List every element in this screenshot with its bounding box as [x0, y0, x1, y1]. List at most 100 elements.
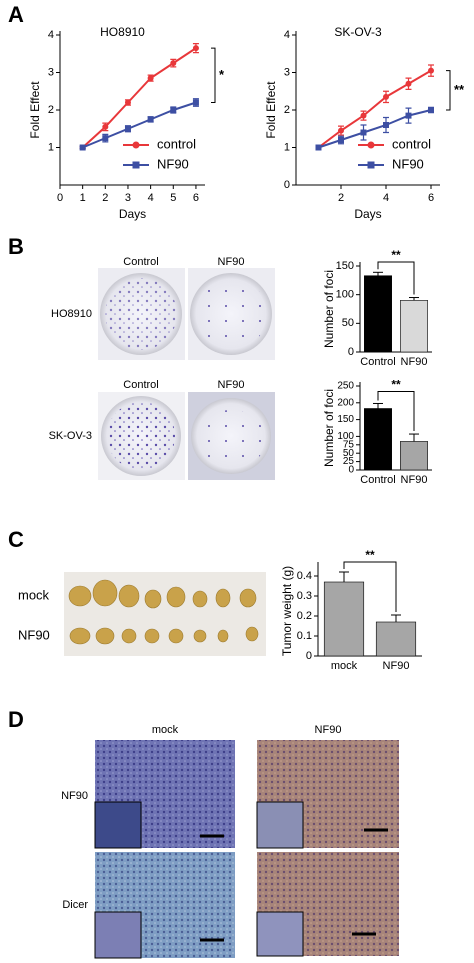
y-tick-label: 0.1: [297, 630, 312, 642]
point: [102, 123, 109, 130]
y-tick-label: 2: [48, 104, 54, 116]
chart-title: SK-OV-3: [334, 25, 382, 39]
point: [124, 99, 131, 106]
y-tick-label: 50: [342, 317, 354, 329]
x-tick-label: NF90: [401, 356, 428, 368]
y-tick-label: 75: [343, 439, 355, 450]
bar: [400, 300, 428, 353]
photo-row-label: NF90: [61, 790, 88, 802]
photo-row-label: SK-OV-3: [49, 430, 92, 442]
legend-marker: [367, 141, 375, 149]
legend-label: NF90: [157, 156, 189, 171]
legend-marker: [132, 141, 140, 149]
significance-label: **: [391, 248, 401, 262]
y-tick-label: 0.4: [297, 570, 312, 582]
panel-label: B: [8, 234, 24, 259]
photo-column-label: mock: [152, 724, 179, 736]
point: [360, 112, 367, 119]
y-tick-label: 3: [284, 66, 290, 78]
series-line: [317, 69, 432, 149]
point: [192, 99, 199, 106]
point: [102, 135, 109, 142]
x-tick-label: NF90: [383, 660, 410, 672]
panel-label: C: [8, 527, 24, 552]
chart-title: HO8910: [100, 25, 145, 39]
x-tick-label: 4: [148, 192, 154, 204]
photo-column-label: NF90: [218, 256, 245, 268]
panel-label: A: [8, 2, 24, 27]
y-tick-label: 0: [306, 650, 312, 662]
y-tick-label: 4: [284, 29, 290, 41]
y-tick-label: 0: [348, 346, 354, 358]
significance-bracket: [446, 70, 451, 111]
photo-column-label: Control: [123, 379, 158, 391]
point: [124, 125, 131, 132]
x-tick-label: 5: [170, 192, 176, 204]
series-line: [82, 101, 197, 149]
tumor-photo: [64, 572, 266, 656]
photo-column-label: NF90: [315, 724, 342, 736]
point: [338, 127, 344, 134]
point: [405, 80, 412, 87]
bar: [400, 441, 428, 471]
bar: [364, 275, 392, 353]
x-tick-label: 6: [193, 192, 199, 204]
y-tick-label: 25: [343, 456, 355, 467]
significance-label: **: [391, 378, 401, 392]
x-axis-label: Days: [354, 207, 381, 221]
point: [192, 45, 199, 52]
x-tick-label: Control: [360, 356, 395, 368]
point: [428, 107, 434, 113]
y-axis-label: Number of foci: [322, 270, 336, 348]
y-tick-label: 1: [48, 141, 54, 153]
y-tick-label: 200: [337, 397, 354, 408]
colony-photos: [98, 268, 275, 480]
point: [405, 112, 412, 119]
significance-label: **: [454, 82, 465, 97]
y-tick-label: 100: [336, 289, 354, 301]
significance-label: **: [365, 548, 375, 562]
significance-bracket: [377, 261, 415, 295]
photo-row-label: HO8910: [51, 308, 92, 320]
legend-label: NF90: [392, 156, 424, 171]
point: [170, 107, 177, 113]
photo-row-label: Dicer: [62, 899, 88, 911]
x-tick-label: Control: [360, 474, 395, 486]
y-axis-label: Fold Effect: [264, 81, 278, 139]
y-tick-label: 50: [343, 448, 355, 459]
x-tick-label: mock: [331, 660, 358, 672]
significance-bracket: [211, 47, 216, 103]
y-axis-label: Tumor weight (g): [280, 566, 294, 656]
bar: [364, 408, 392, 471]
y-tick-label: 3: [48, 66, 54, 78]
y-tick-label: 150: [336, 260, 354, 272]
x-tick-label: 2: [338, 192, 344, 204]
y-tick-label: 150: [337, 414, 354, 425]
y-tick-label: 1: [284, 141, 290, 153]
point: [383, 122, 389, 128]
panel-label: D: [8, 707, 24, 732]
photo-column-label: NF90: [218, 379, 245, 391]
point: [428, 67, 434, 74]
x-tick-label: 0: [57, 192, 63, 204]
x-tick-label: 6: [428, 192, 434, 204]
x-axis-label: Days: [119, 207, 146, 221]
point: [360, 129, 367, 136]
legend-marker: [367, 161, 375, 169]
point: [315, 144, 322, 151]
significance-label: *: [219, 67, 225, 82]
y-tick-label: 0: [284, 179, 290, 191]
y-tick-label: 4: [48, 29, 54, 41]
y-tick-label: 250: [337, 381, 354, 392]
legend-label: control: [392, 136, 431, 151]
point: [147, 116, 154, 123]
legend-label: control: [157, 136, 196, 151]
legend-marker: [132, 161, 140, 169]
significance-bracket: [377, 390, 415, 432]
bar: [375, 621, 417, 657]
y-tick-label: 0: [348, 465, 354, 476]
photo-column-label: Control: [123, 256, 158, 268]
series-line: [81, 47, 197, 149]
series-line: [318, 109, 432, 149]
